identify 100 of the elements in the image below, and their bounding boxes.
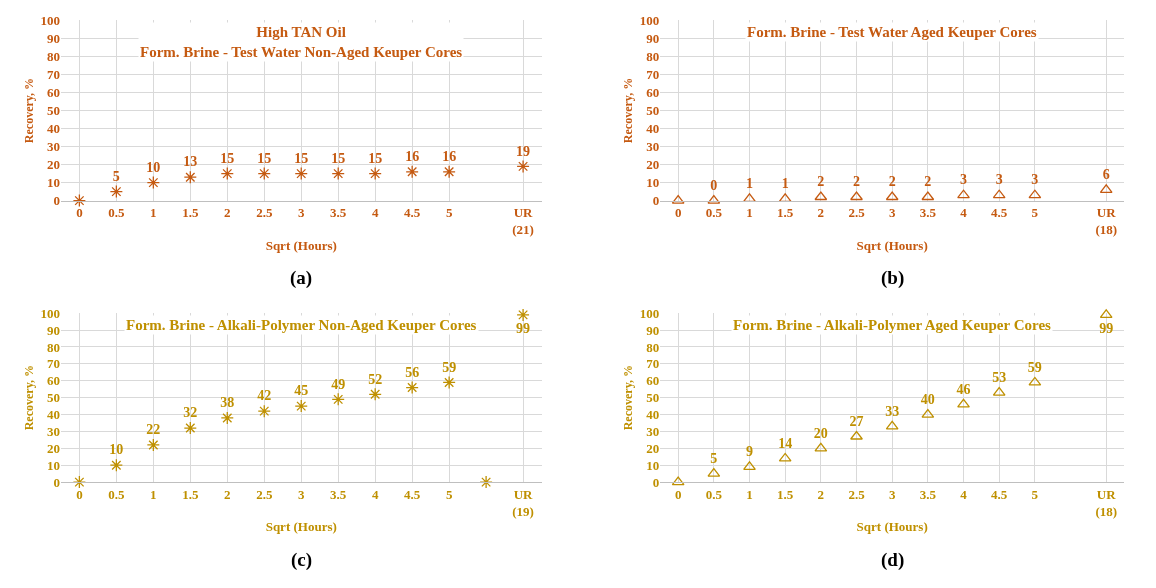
chart-title: Form. Brine - Test Water Aged Keuper Cores (747, 24, 1037, 40)
x-axis-title: Sqrt (Hours) (856, 519, 928, 535)
point (368, 387, 382, 401)
point (992, 189, 1006, 199)
x-tick-label: 2 (817, 205, 825, 221)
y-tick-label: 90 (46, 322, 60, 338)
x-tick-label: 1 (746, 486, 753, 502)
y-tick-label: 70 (646, 356, 660, 372)
y-tick-label: 70 (46, 356, 60, 372)
data-label: 15 (220, 150, 235, 166)
x-tick-label: 3.5 (919, 486, 937, 502)
y-tick-label: 90 (646, 322, 660, 338)
data-label: 99 (516, 320, 531, 336)
data-label: 32 (183, 405, 198, 421)
y-tick-label: 80 (46, 49, 60, 65)
y-tick-label: 40 (646, 121, 660, 137)
data-label: 2 (888, 174, 896, 190)
x-tick-label: 3.5 (919, 205, 937, 221)
y-tick-label: 10 (46, 457, 60, 473)
data-label: 1 (781, 176, 789, 192)
data-label: 59 (442, 359, 457, 375)
x-tick-label: 4.5 (991, 205, 1008, 221)
point (850, 191, 863, 201)
y-tick-label: 0 (53, 474, 60, 490)
text: (c) (291, 549, 313, 571)
y-tick-label: 20 (46, 157, 60, 173)
data-label: 52 (368, 371, 383, 387)
point (146, 438, 160, 452)
point (885, 191, 899, 201)
point (814, 442, 828, 452)
data-label: 15 (331, 150, 346, 166)
point (257, 404, 271, 418)
point (671, 194, 685, 204)
x-tick-label: 3 (297, 486, 305, 502)
data-label: 16 (405, 149, 420, 165)
y-tick-label: 100 (639, 305, 660, 321)
x-tick-label: 2.5 (256, 486, 273, 502)
y-tick-label: 10 (646, 175, 660, 191)
x-tick-label: 4 (960, 486, 968, 502)
point (405, 165, 419, 179)
point (442, 165, 456, 179)
y-tick-label: 100 (40, 305, 60, 321)
x-tick-label: 2 (224, 486, 231, 502)
x-tick-label: 1.5 (182, 486, 199, 502)
x-tick-label: 0 (76, 205, 83, 221)
point (183, 421, 197, 435)
data-label: 3 (1031, 172, 1039, 188)
point (707, 194, 721, 204)
x-tick-label: UR (18) (1095, 486, 1118, 519)
x-tick-label: 1.5 (182, 205, 199, 221)
text: High TAN Oil Form. Brine - Test Water Non-Aged Keuper Cores (140, 24, 463, 60)
data-label: 56 (405, 364, 420, 380)
data-label: 40 (920, 391, 935, 407)
data-label: 6 (1102, 167, 1110, 183)
chart-title: Form. Brine - Alkali-Polymer Non-Aged Keuper Cores (126, 317, 477, 333)
point (257, 166, 271, 181)
y-tick-label: 70 (46, 67, 60, 83)
point (850, 430, 863, 440)
point (183, 170, 197, 184)
x-tick-label: 3 (888, 486, 896, 502)
point (1028, 189, 1042, 199)
y-tick-label: 100 (40, 12, 60, 28)
y-tick-label: 30 (646, 139, 660, 155)
x-tick-label: 5 (1031, 205, 1039, 221)
point (109, 458, 123, 472)
point (368, 166, 382, 181)
data-label: 10 (109, 442, 124, 458)
data-label: 10 (146, 159, 161, 175)
x-tick-label: 3.5 (330, 205, 347, 221)
data-label: 99 (1099, 320, 1114, 336)
data-label: 2 (817, 174, 825, 190)
data-label: 3 (960, 172, 968, 188)
point (72, 475, 87, 489)
x-tick-label: 2 (224, 205, 231, 221)
x-tick-label: 0.5 (108, 205, 125, 221)
point (479, 475, 493, 489)
x-tick-label: 1 (746, 205, 753, 221)
text: (a) (290, 267, 313, 289)
x-tick-label: 5 (1031, 486, 1039, 502)
y-tick-label: 50 (46, 390, 60, 406)
x-tick-label: 0 (674, 486, 682, 502)
point (992, 386, 1006, 396)
x-tick-label: 4.5 (991, 486, 1008, 502)
point (1028, 376, 1042, 386)
point (442, 375, 456, 390)
x-tick-label: 4 (960, 205, 968, 221)
data-label: 3 (995, 172, 1003, 188)
text: (b) (881, 267, 905, 289)
data-label: 2 (924, 174, 932, 190)
y-tick-label: 70 (646, 67, 660, 83)
data-label: 13 (183, 154, 198, 170)
y-tick-label: 80 (646, 49, 660, 65)
data-label: 33 (885, 403, 900, 419)
point (220, 411, 234, 425)
point (671, 476, 685, 486)
data-label: 38 (220, 395, 235, 411)
y-tick-label: 50 (46, 103, 60, 119)
data-label: 16 (442, 149, 457, 165)
x-tick-label: 0.5 (705, 486, 723, 502)
data-label: 19 (516, 143, 531, 159)
